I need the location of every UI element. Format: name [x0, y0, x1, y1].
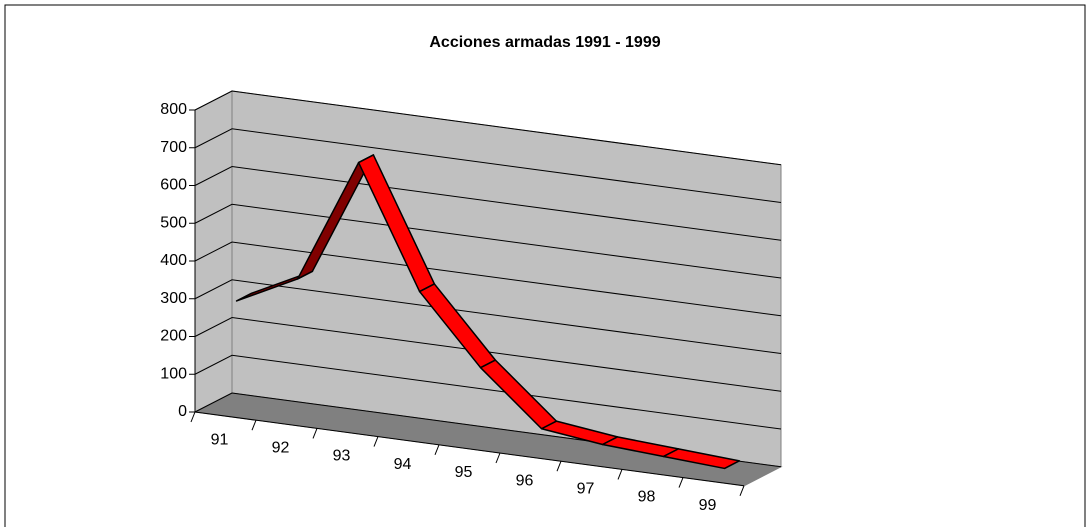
x-axis	[194, 411, 745, 487]
x-tick-label: 91	[211, 431, 229, 448]
grid-line	[194, 203, 782, 279]
grid-line	[194, 128, 782, 204]
y-tick-label: 600	[160, 177, 187, 194]
x-tick	[739, 485, 745, 496]
x-tick	[617, 469, 623, 480]
x-tick-label: 92	[272, 440, 290, 457]
x-tick	[495, 452, 501, 464]
y-tick-label: 500	[160, 214, 187, 231]
x-tick-label: 93	[333, 448, 351, 465]
x-tick	[678, 477, 684, 488]
x-tick-label: 96	[516, 472, 534, 489]
x-tick	[190, 411, 196, 423]
x-tick	[373, 436, 379, 447]
x-tick-label: 95	[455, 464, 473, 481]
x-tick	[312, 428, 318, 439]
grid-line	[194, 165, 782, 241]
x-tick	[434, 444, 440, 455]
y-tick-label: 300	[160, 290, 187, 307]
grid-line	[194, 354, 782, 430]
chart-title: Acciones armadas 1991 - 1999	[429, 34, 660, 51]
x-tick	[251, 420, 257, 431]
x-tick-label: 99	[699, 497, 717, 514]
x-tick-label: 94	[394, 456, 412, 473]
y-tick-label: 100	[160, 365, 187, 382]
y-tick-label: 400	[160, 252, 187, 269]
ribbon-segment	[662, 448, 741, 470]
x-tick-label: 98	[638, 489, 656, 506]
grid-line	[194, 316, 782, 392]
grid-line	[194, 90, 782, 166]
y-tick-label: 800	[160, 101, 187, 118]
x-tick	[556, 461, 562, 472]
y-tick-label: 200	[160, 328, 187, 345]
y-tick-label: 700	[160, 139, 187, 156]
y-tick-label: 0	[178, 403, 187, 420]
grid-line	[194, 241, 782, 317]
x-tick-label: 97	[577, 481, 595, 498]
grid-line	[194, 279, 782, 355]
